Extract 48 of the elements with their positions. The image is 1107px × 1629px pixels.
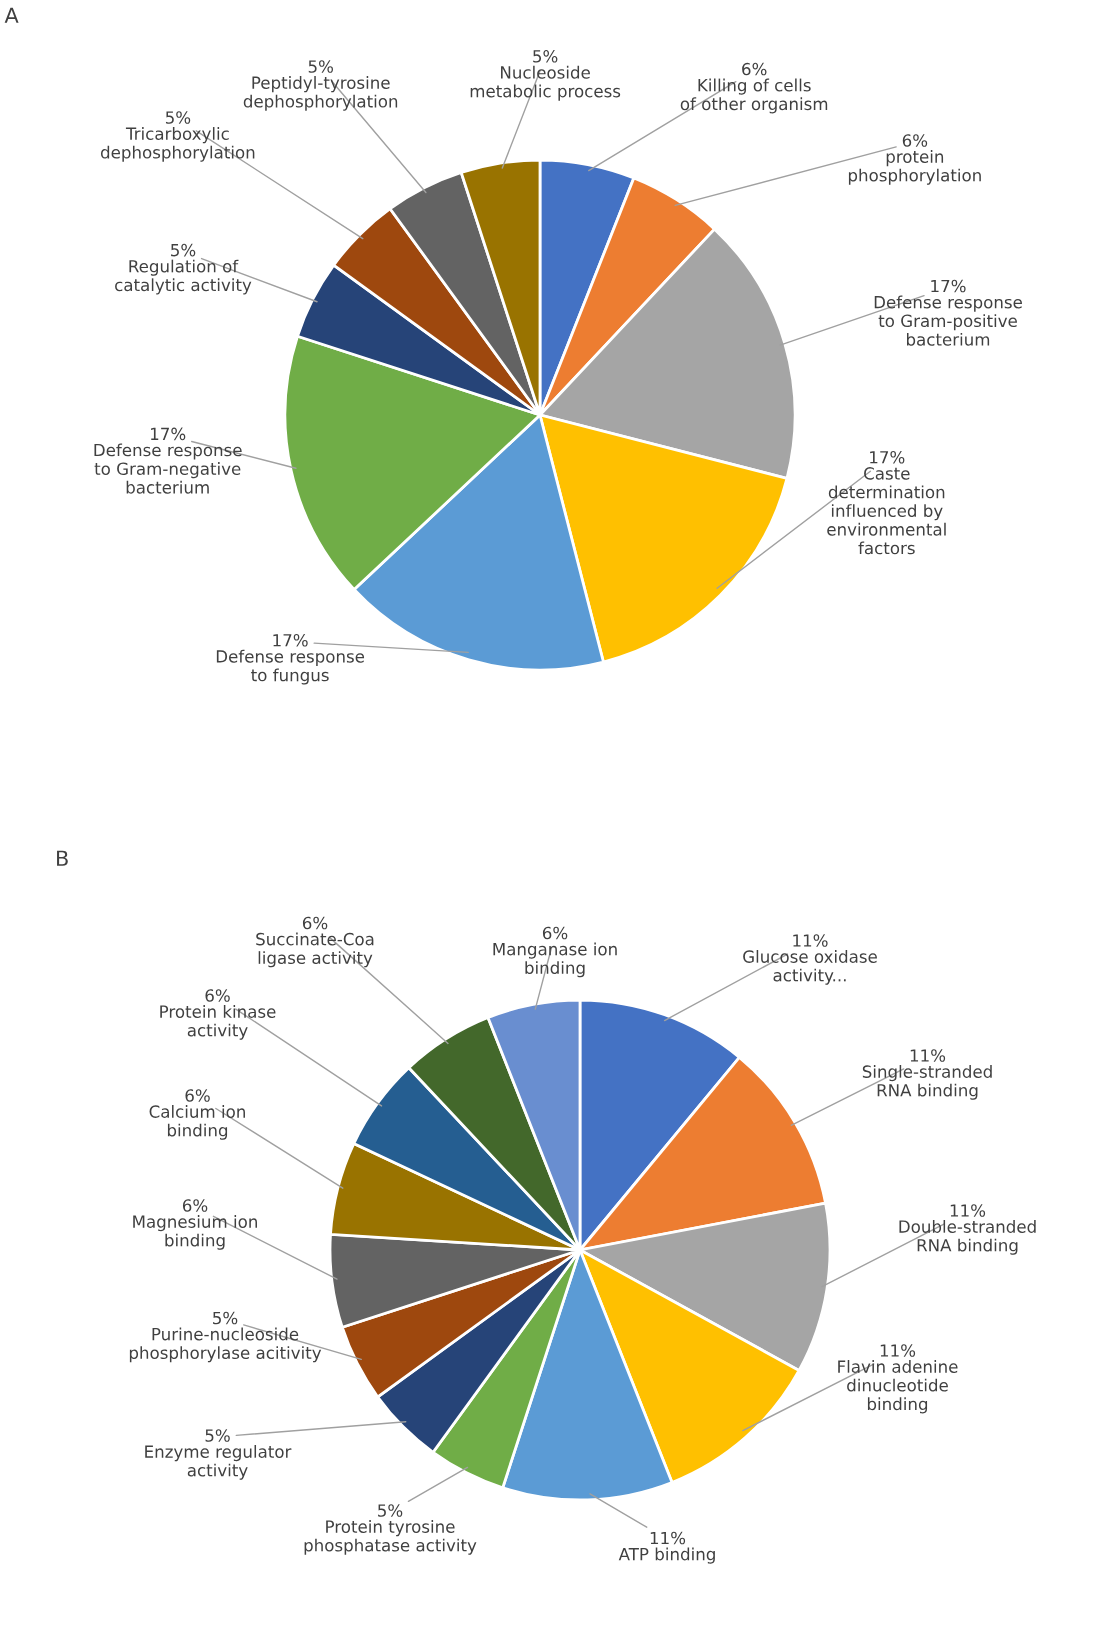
slice-label: Double-stranded RNA binding <box>899 1220 1036 1255</box>
slice-label: Regulation of catalytic activity <box>115 259 252 295</box>
slice-label: Killing of cells of other organism <box>680 78 828 114</box>
slice-label: Purine-nucleoside phosphorylase acitivity <box>129 1327 322 1363</box>
data-label: 11% <box>650 1531 686 1545</box>
slice-label: Caste determination influenced by environmental factors <box>827 467 946 555</box>
data-label: 5% <box>213 1311 238 1325</box>
data-label: 11% <box>910 1049 946 1062</box>
slice-label: Tricarboxylic dephosphorylation <box>100 127 255 162</box>
data-label: 17% <box>151 427 186 441</box>
data-label: 17% <box>931 279 966 293</box>
slice-label: Defense response to Gram-positive bacterium <box>874 295 1022 346</box>
data-label: 5% <box>533 50 558 63</box>
data-label: 11% <box>950 1204 986 1217</box>
data-label: 5% <box>165 111 191 124</box>
slice-label: Defense response to Gram-negative bacterium <box>94 443 242 494</box>
data-label: 5% <box>205 1429 230 1442</box>
text: B <box>57 850 68 866</box>
data-label: 17% <box>273 633 308 647</box>
slice-label: Calcium ion binding <box>149 1105 245 1140</box>
slice-label: Flavin adenine dinucleotide binding <box>838 1360 958 1414</box>
slice-label: Glucose oxidase activity... <box>743 950 877 985</box>
data-label: 6% <box>542 926 568 940</box>
data-label: 5% <box>308 60 333 73</box>
slice-label: Peptidyl-tyrosine dephosphorylation <box>243 76 398 111</box>
data-label: 6% <box>902 134 928 147</box>
text: A <box>4 7 19 23</box>
slice-label: Nucleoside metabolic process <box>470 65 621 101</box>
slice-label: Single-stranded RNA binding <box>862 1065 992 1100</box>
slice-label: Enzyme regulator activity <box>145 1445 292 1480</box>
slice-label: Magnesium ion binding <box>133 1215 257 1250</box>
data-label: 6% <box>742 62 767 76</box>
slice-label: ATP binding <box>618 1547 715 1564</box>
data-label: 11% <box>793 934 828 947</box>
slice-label: Succinate-Coa ligase activity <box>256 932 374 968</box>
slice-label: Manganase ion binding <box>493 942 617 978</box>
data-label: 6% <box>302 916 328 930</box>
data-label: 5% <box>378 1504 403 1517</box>
data-label: 6% <box>205 989 230 1002</box>
data-label: 17% <box>870 450 905 464</box>
data-label: 6% <box>182 1199 208 1212</box>
slice-label: Defense response to fungus <box>216 649 365 685</box>
data-label: 5% <box>171 243 196 257</box>
slice-label: Protein tyrosine phosphatase activity <box>304 1520 477 1555</box>
data-label: 11% <box>880 1344 916 1357</box>
slice-label: Protein kinase activity <box>160 1005 276 1040</box>
data-label: 6% <box>185 1089 210 1102</box>
slice-label: protein phosphorylation <box>848 150 981 185</box>
